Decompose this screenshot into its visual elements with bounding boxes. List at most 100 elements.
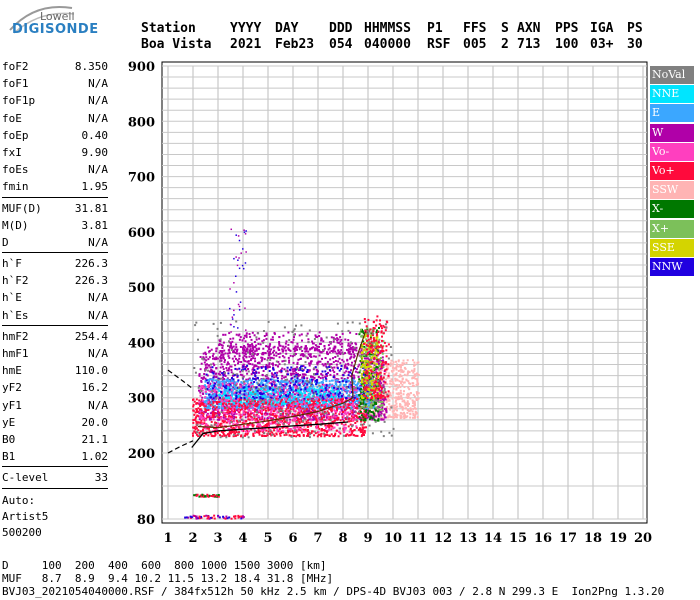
echo-point bbox=[268, 366, 271, 368]
echo-point bbox=[215, 358, 218, 361]
echo-point bbox=[198, 374, 201, 377]
echo-point bbox=[254, 402, 257, 405]
echo-point bbox=[226, 378, 229, 381]
echo-point bbox=[376, 392, 379, 395]
echo-point bbox=[248, 402, 251, 405]
echo-point bbox=[377, 405, 380, 408]
echo-point bbox=[328, 363, 331, 366]
echo-point bbox=[347, 363, 350, 366]
echo-point bbox=[336, 407, 338, 410]
echo-point bbox=[219, 373, 222, 376]
echo-point bbox=[319, 406, 322, 409]
echo-point bbox=[290, 428, 293, 431]
echo-point bbox=[240, 406, 243, 409]
echo-point bbox=[361, 361, 363, 364]
echo-point bbox=[268, 344, 271, 347]
echo-point bbox=[333, 371, 336, 374]
echo-point bbox=[377, 390, 379, 393]
echo-point bbox=[246, 372, 249, 375]
echo-point bbox=[205, 385, 208, 388]
echo-point bbox=[302, 403, 305, 406]
echo-point bbox=[332, 415, 335, 418]
echo-point bbox=[279, 380, 282, 383]
echo-point bbox=[202, 426, 205, 429]
param-row: h`E N/A bbox=[2, 289, 108, 306]
echo-point bbox=[349, 423, 352, 426]
echo-point bbox=[392, 412, 395, 415]
echo-point bbox=[349, 398, 352, 401]
echo-point bbox=[236, 433, 239, 436]
echo-point bbox=[406, 372, 409, 375]
echo-point bbox=[271, 404, 274, 407]
echo-point bbox=[287, 423, 290, 426]
echo-point bbox=[212, 393, 215, 396]
echo-point bbox=[323, 385, 326, 388]
echo-point bbox=[348, 350, 351, 353]
echo-point bbox=[406, 402, 408, 405]
echo-point bbox=[394, 404, 397, 407]
echo-point bbox=[228, 430, 231, 433]
echo-point bbox=[238, 409, 240, 412]
echo-point bbox=[393, 404, 396, 407]
echo-point bbox=[346, 380, 349, 383]
echo-point bbox=[287, 431, 290, 434]
echo-point bbox=[226, 352, 229, 355]
echo-point bbox=[235, 343, 238, 346]
echo-point bbox=[403, 386, 406, 388]
echo-point bbox=[223, 388, 226, 391]
echo-point bbox=[312, 401, 315, 404]
echo-point bbox=[207, 346, 210, 349]
echo-point bbox=[386, 362, 388, 365]
echo-point bbox=[252, 354, 255, 357]
echo-point bbox=[336, 391, 339, 394]
echo-point bbox=[328, 418, 331, 421]
echo-point bbox=[389, 394, 392, 397]
echo-point bbox=[324, 419, 327, 421]
echo-point bbox=[293, 372, 296, 375]
param-label: M(D) bbox=[2, 218, 29, 232]
echo-point bbox=[243, 398, 246, 401]
echo-point bbox=[203, 361, 206, 364]
header-label-0: Station bbox=[141, 21, 196, 36]
echo-point bbox=[385, 364, 388, 367]
echo-point bbox=[212, 406, 215, 409]
echo-point bbox=[307, 353, 310, 356]
echo-point bbox=[225, 395, 228, 398]
echo-point bbox=[376, 347, 378, 350]
echo-point bbox=[297, 406, 300, 409]
echo-point bbox=[277, 403, 280, 406]
echo-point bbox=[261, 353, 264, 356]
echo-point bbox=[345, 399, 348, 402]
echo-point bbox=[300, 410, 303, 413]
echo-point bbox=[397, 386, 399, 389]
echo-point bbox=[326, 405, 328, 408]
header-value-5: RSF bbox=[427, 37, 451, 52]
echo-point bbox=[274, 389, 277, 392]
echo-point bbox=[321, 400, 324, 403]
echo-point bbox=[220, 353, 223, 356]
echo-point bbox=[307, 410, 309, 413]
echo-point bbox=[287, 348, 290, 351]
echo-point bbox=[250, 402, 253, 405]
echo-point bbox=[355, 343, 358, 346]
echo-point bbox=[347, 349, 350, 352]
echo-point bbox=[346, 406, 349, 409]
echo-point bbox=[312, 406, 315, 409]
echo-point bbox=[228, 367, 230, 370]
separator bbox=[2, 252, 108, 254]
echo-point bbox=[352, 379, 354, 382]
echo-point bbox=[255, 408, 258, 411]
echo-point bbox=[247, 382, 249, 385]
echo-point bbox=[235, 333, 238, 336]
echo-point bbox=[235, 426, 238, 429]
echo-point bbox=[215, 412, 218, 415]
echo-point bbox=[230, 415, 233, 418]
echo-point bbox=[204, 417, 207, 420]
echo-point bbox=[255, 420, 258, 423]
echo-point bbox=[382, 384, 385, 387]
echo-point bbox=[272, 351, 274, 354]
echo-point bbox=[307, 435, 310, 437]
echo-point bbox=[251, 406, 254, 409]
echo-point bbox=[399, 411, 402, 414]
